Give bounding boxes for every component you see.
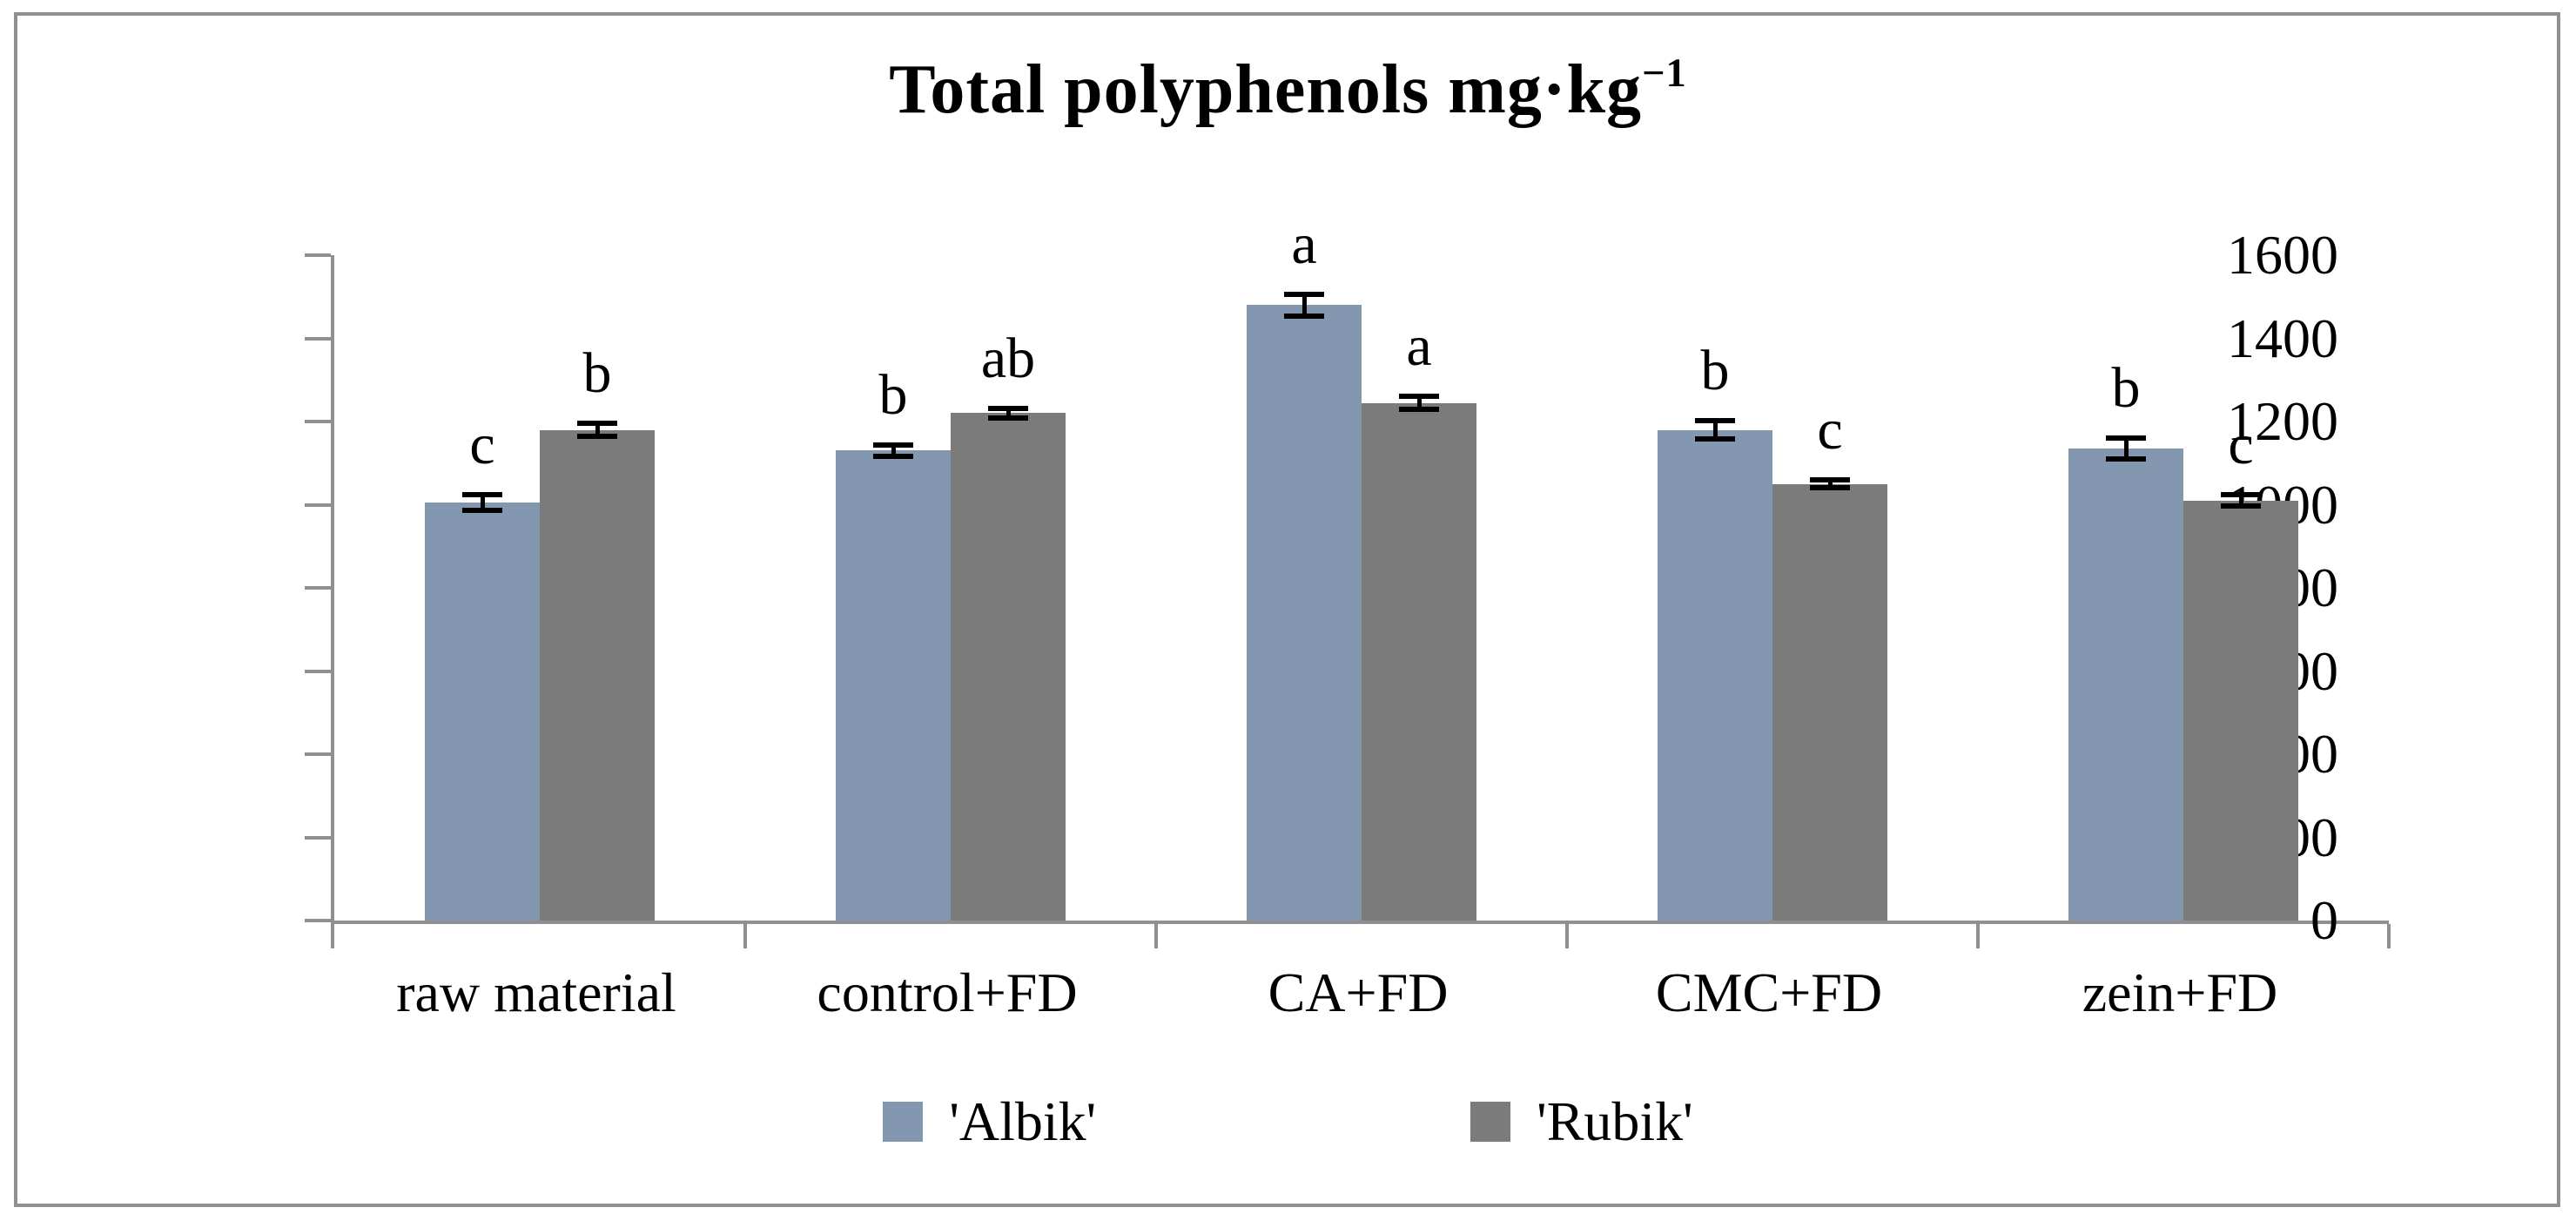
bar-rubik-1 bbox=[951, 413, 1066, 921]
x-axis-tick bbox=[743, 924, 747, 948]
plot-area: 02004006008001000120014001600cbbabaabcbc bbox=[305, 215, 2391, 948]
legend-swatch-rubik bbox=[1470, 1102, 1511, 1142]
error-bar bbox=[595, 424, 600, 435]
y-axis-tick bbox=[305, 420, 331, 423]
legend-item-rubik: 'Rubik' bbox=[1470, 1094, 1693, 1150]
y-axis-tick bbox=[305, 503, 331, 507]
error-bar-cap bbox=[577, 434, 617, 440]
x-axis-tick bbox=[1565, 924, 1569, 948]
x-axis-tick bbox=[1976, 924, 1980, 948]
legend-label: 'Albik' bbox=[949, 1090, 1097, 1152]
bar-albik-1 bbox=[836, 450, 951, 921]
error-bar-cap bbox=[988, 405, 1028, 411]
error-bar-cap bbox=[1810, 476, 1850, 482]
error-bar-cap bbox=[2106, 435, 2146, 442]
error-bar bbox=[1006, 409, 1011, 417]
y-axis-tick bbox=[305, 919, 331, 922]
x-axis-tick bbox=[331, 924, 334, 948]
y-axis-tick-label: 1600 bbox=[2227, 224, 2338, 286]
error-bar bbox=[480, 496, 485, 509]
chart-title-text: Total polyphenols mg·kg bbox=[889, 51, 1643, 128]
x-axis-label: raw material bbox=[396, 961, 676, 1023]
significance-letter: a bbox=[1406, 314, 1432, 378]
significance-letter: c bbox=[1817, 397, 1843, 462]
bar-rubik-2 bbox=[1362, 402, 1476, 921]
x-axis-label: control+FD bbox=[817, 961, 1078, 1023]
error-bar-cap bbox=[577, 420, 617, 426]
y-axis-tick-label: 1400 bbox=[2227, 307, 2338, 369]
error-bar-cap bbox=[1284, 313, 1324, 319]
chart-title-superscript: −1 bbox=[1642, 51, 1687, 97]
bar-albik-4 bbox=[2068, 449, 2183, 921]
error-bar bbox=[2123, 440, 2129, 457]
y-axis-tick bbox=[305, 835, 331, 840]
y-axis-tick bbox=[305, 336, 331, 341]
error-bar bbox=[1416, 397, 1422, 408]
error-bar-cap bbox=[462, 491, 502, 497]
legend: 'Albik' 'Rubik' bbox=[0, 1094, 2576, 1150]
significance-letter: a bbox=[1291, 212, 1317, 276]
y-axis-tick bbox=[305, 669, 331, 673]
legend-item-albik: 'Albik' bbox=[883, 1094, 1096, 1150]
y-axis-tick-label: 0 bbox=[2310, 889, 2338, 951]
error-bar-cap bbox=[873, 454, 913, 460]
y-axis-tick bbox=[305, 586, 331, 590]
legend-swatch-albik bbox=[883, 1102, 924, 1142]
bar-rubik-0 bbox=[540, 429, 655, 921]
error-bar-cap bbox=[1399, 407, 1439, 413]
x-axis-tick bbox=[2387, 924, 2391, 948]
error-bar-cap bbox=[1810, 485, 1850, 491]
error-bar bbox=[1301, 295, 1307, 314]
x-axis-label: zein+FD bbox=[2082, 961, 2278, 1023]
error-bar-cap bbox=[1695, 436, 1735, 442]
error-bar bbox=[1712, 422, 1718, 438]
bar-albik-0 bbox=[425, 503, 540, 921]
significance-letter: c bbox=[2228, 413, 2254, 477]
x-axis-tick bbox=[1154, 924, 1158, 948]
bar-albik-2 bbox=[1247, 305, 1362, 921]
legend-label: 'Rubik' bbox=[1537, 1090, 1693, 1152]
error-bar-cap bbox=[1284, 291, 1324, 297]
significance-letter: b bbox=[2111, 356, 2141, 421]
significance-letter: b bbox=[582, 341, 612, 405]
bar-rubik-3 bbox=[1772, 483, 1887, 921]
x-axis-label: CMC+FD bbox=[1655, 961, 1883, 1023]
error-bar-cap bbox=[873, 442, 913, 448]
x-axis-labels: raw material control+FD CA+FD CMC+FD zein+FD bbox=[331, 961, 2385, 1024]
x-axis-label: CA+FD bbox=[1268, 961, 1449, 1023]
error-bar-cap bbox=[988, 415, 1028, 422]
error-bar-cap bbox=[2106, 455, 2146, 462]
bar-rubik-4 bbox=[2183, 500, 2298, 921]
error-bar bbox=[891, 446, 896, 455]
y-axis-tick bbox=[305, 752, 331, 756]
y-axis-tick-label: 1200 bbox=[2227, 390, 2338, 452]
significance-letter: b bbox=[878, 362, 908, 427]
bar-albik-3 bbox=[1658, 429, 1772, 921]
y-axis-tick bbox=[305, 253, 331, 257]
error-bar bbox=[1827, 481, 1833, 487]
error-bar bbox=[2238, 496, 2243, 505]
significance-letter: c bbox=[469, 412, 495, 476]
error-bar-cap bbox=[2221, 492, 2261, 498]
significance-letter: ab bbox=[980, 326, 1036, 390]
significance-letter: b bbox=[1700, 338, 1730, 402]
error-bar-cap bbox=[462, 508, 502, 514]
error-bar-cap bbox=[1695, 417, 1735, 423]
error-bar-cap bbox=[1399, 393, 1439, 399]
error-bar-cap bbox=[2221, 503, 2261, 509]
chart-title: Total polyphenols mg·kg−1 bbox=[0, 51, 2576, 130]
